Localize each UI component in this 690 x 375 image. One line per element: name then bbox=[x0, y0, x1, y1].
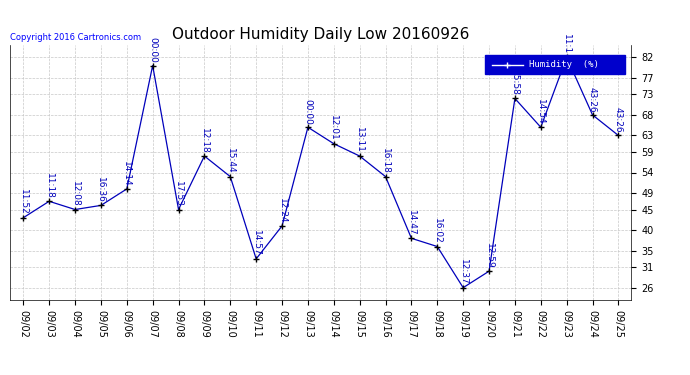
Text: 14:47: 14:47 bbox=[407, 210, 416, 236]
Text: 12:18: 12:18 bbox=[200, 128, 209, 153]
Text: 11:18: 11:18 bbox=[45, 172, 54, 198]
Text: 43:26: 43:26 bbox=[588, 87, 597, 112]
Text: 13:11: 13:11 bbox=[355, 128, 364, 153]
Text: 12:08: 12:08 bbox=[70, 181, 79, 207]
Text: 16:36: 16:36 bbox=[97, 177, 106, 203]
Text: Humidity  (%): Humidity (%) bbox=[529, 60, 599, 69]
Text: 14:14: 14:14 bbox=[122, 160, 131, 186]
Text: 43:26: 43:26 bbox=[614, 107, 623, 133]
Text: 00:00: 00:00 bbox=[304, 99, 313, 124]
Text: 14:57: 14:57 bbox=[252, 230, 261, 256]
Text: Copyright 2016 Cartronics.com: Copyright 2016 Cartronics.com bbox=[10, 33, 141, 42]
Text: 11:1: 11:1 bbox=[562, 34, 571, 54]
FancyBboxPatch shape bbox=[486, 55, 625, 74]
Text: 12:59: 12:59 bbox=[484, 243, 493, 268]
Text: 16:18: 16:18 bbox=[381, 148, 390, 174]
Text: 17:53: 17:53 bbox=[174, 181, 183, 207]
Text: 15:58: 15:58 bbox=[511, 70, 520, 96]
Text: 00:00: 00:00 bbox=[148, 37, 157, 63]
Title: Outdoor Humidity Daily Low 20160926: Outdoor Humidity Daily Low 20160926 bbox=[172, 27, 469, 42]
Text: 16:02: 16:02 bbox=[433, 218, 442, 244]
Text: 11:52: 11:52 bbox=[19, 189, 28, 215]
Text: 14:54: 14:54 bbox=[536, 99, 545, 124]
Text: 12:37: 12:37 bbox=[459, 259, 468, 285]
Text: 12:01: 12:01 bbox=[329, 115, 338, 141]
Text: 12:24: 12:24 bbox=[277, 198, 286, 223]
Text: 15:44: 15:44 bbox=[226, 148, 235, 174]
